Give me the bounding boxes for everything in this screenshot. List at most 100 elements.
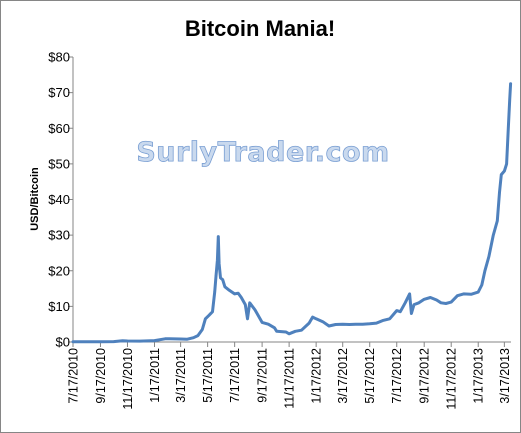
data-point: [261, 321, 263, 323]
x-tick-label: 7/17/2011: [228, 348, 242, 403]
data-point: [382, 320, 384, 322]
data-point: [294, 330, 296, 332]
data-point: [348, 323, 350, 326]
data-point: [254, 309, 256, 311]
data-point: [300, 329, 303, 331]
data-point: [375, 322, 377, 324]
data-point: [186, 338, 188, 340]
data-point: [492, 234, 494, 236]
data-point: [237, 292, 239, 294]
watermark-text: SurlyTrader.com: [136, 137, 389, 168]
x-tick-label: 9/17/2012: [418, 348, 432, 404]
data-point: [399, 311, 401, 313]
data-point: [488, 255, 490, 258]
data-point: [507, 127, 509, 129]
data-point: [409, 293, 411, 295]
x-tick-label: 1/17/2011: [148, 348, 162, 403]
data-point: [481, 284, 483, 286]
x-tick-label: 9/17/2011: [256, 348, 270, 403]
x-tick-label: 9/17/2010: [94, 348, 108, 404]
data-point: [498, 191, 501, 193]
data-point: [413, 304, 415, 306]
data-point: [456, 295, 458, 297]
data-point: [192, 337, 195, 339]
x-tick-label: 3/17/2012: [336, 348, 350, 404]
data-point: [506, 163, 508, 165]
data-point: [126, 340, 129, 342]
data-point: [418, 302, 420, 304]
y-tick-label: $80: [48, 50, 70, 65]
data-point: [470, 293, 472, 295]
data-point: [228, 289, 230, 291]
data-point: [267, 323, 269, 325]
data-point: [288, 333, 290, 335]
data-point: [249, 302, 251, 304]
data-point: [369, 323, 371, 325]
data-point: [477, 291, 479, 293]
data-point: [396, 310, 398, 312]
data-point: [328, 325, 330, 327]
data-point: [335, 323, 337, 326]
x-tick-label: 5/17/2012: [363, 348, 377, 404]
data-point: [496, 220, 498, 222]
data-point: [246, 318, 249, 320]
x-tick-label: 3/17/2013: [498, 348, 512, 404]
data-point: [204, 318, 206, 320]
data-point: [273, 327, 276, 329]
series-line: [71, 82, 513, 344]
data-point: [410, 312, 412, 315]
x-axis: 7/17/2010 9/17/2010 11/17/2010 1/17/2011 3/1…: [67, 341, 512, 410]
data-point: [197, 335, 199, 337]
data-point: [355, 323, 357, 325]
data-point: [164, 338, 166, 340]
data-point: [240, 296, 242, 299]
data-point: [85, 341, 87, 343]
data-point: [315, 318, 317, 320]
data-point: [509, 99, 511, 101]
data-point: [168, 338, 171, 340]
x-tick-label: 11/17/2012: [445, 348, 459, 410]
data-point: [450, 301, 452, 303]
y-tick-label: $0: [56, 335, 70, 350]
data-point: [484, 270, 486, 272]
data-point: [153, 340, 156, 342]
data-point: [244, 304, 246, 306]
data-point: [308, 322, 310, 324]
x-tick-label: 7/17/2012: [390, 348, 404, 404]
x-tick-label: 7/17/2010: [67, 348, 81, 404]
data-point: [222, 279, 224, 281]
data-point: [215, 275, 217, 277]
data-point: [440, 302, 442, 304]
data-point: [503, 170, 505, 172]
y-tick-label: $30: [48, 228, 70, 243]
data-point: [234, 293, 236, 295]
data-point: [219, 277, 222, 279]
data-point: [322, 321, 324, 323]
y-tick-label: $40: [48, 192, 70, 207]
data-point: [72, 341, 74, 343]
x-tick-label: 11/17/2010: [121, 348, 135, 410]
data-point: [362, 323, 364, 325]
y-tick-label: $10: [48, 299, 70, 314]
chart-title: Bitcoin Mania!: [185, 16, 335, 41]
data-point: [429, 296, 431, 299]
x-tick-label: 1/17/2012: [310, 348, 324, 404]
data-point: [214, 291, 216, 293]
data-point: [224, 286, 226, 288]
data-point: [389, 318, 391, 320]
y-tick-label: $70: [48, 85, 70, 100]
y-axis: $0 $10 $20 $30 $40 $50 $60 $70 $80: [48, 50, 74, 350]
data-point: [445, 302, 447, 305]
data-point: [423, 298, 425, 300]
x-tick-label: 1/17/2013: [472, 348, 486, 404]
data-point: [139, 340, 141, 342]
x-tick-label: 3/17/2011: [174, 348, 188, 403]
data-point: [404, 302, 406, 304]
y-tick-label: $50: [48, 156, 70, 171]
data-point: [216, 259, 218, 261]
data-point: [500, 174, 502, 176]
series-group: [71, 82, 513, 344]
data-point: [276, 330, 278, 332]
